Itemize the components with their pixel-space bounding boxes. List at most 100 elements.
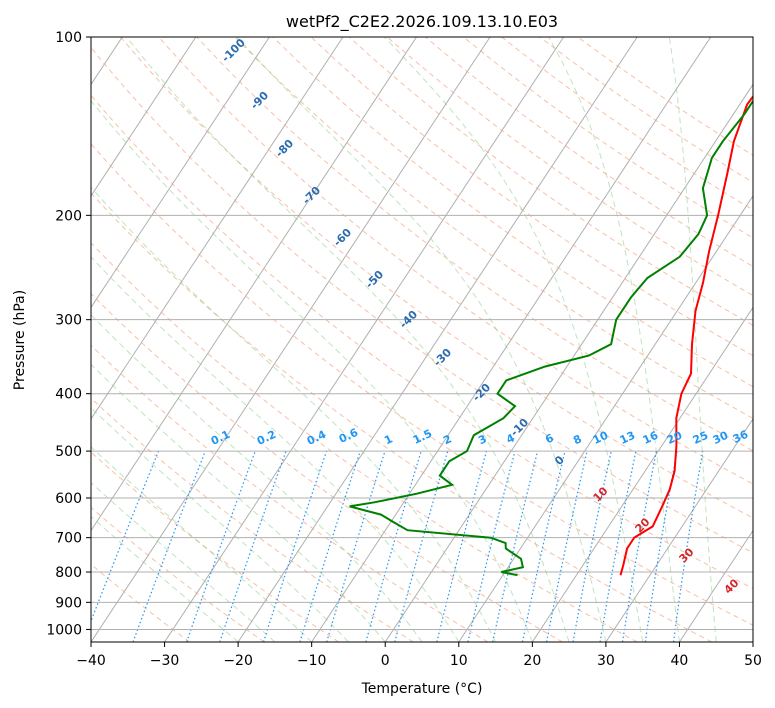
mixing-ratio-label: 0.4 bbox=[305, 428, 328, 448]
mixing-ratio-line bbox=[219, 450, 287, 642]
y-tick-label: 300 bbox=[55, 313, 82, 329]
mixing-ratio-label: 0.1 bbox=[209, 428, 232, 448]
adiabat-label: -100 bbox=[219, 36, 248, 65]
y-tick-label: 500 bbox=[55, 444, 82, 460]
y-tick-label: 900 bbox=[55, 595, 82, 611]
isotherm-line bbox=[91, 37, 270, 309]
moist-adiabat-line bbox=[91, 515, 239, 642]
adiabat-label: -30 bbox=[431, 346, 454, 369]
isotherm-line bbox=[752, 641, 753, 642]
moist-adiabat-line bbox=[91, 314, 423, 642]
isotherm-line bbox=[91, 37, 344, 420]
y-tick-label: 400 bbox=[55, 387, 82, 403]
mixing-ratio-line bbox=[186, 450, 256, 642]
chart-title: wetPf2_C2E2.2026.109.13.10.E03 bbox=[286, 12, 558, 32]
y-axis-ticks: 100 200 300 400 500 600 700 800 900 1000 bbox=[46, 30, 91, 638]
isotherm-line bbox=[237, 37, 638, 642]
adiabat-label: -70 bbox=[300, 184, 323, 207]
moist-adiabat-line bbox=[384, 37, 644, 642]
isotherm-line bbox=[164, 37, 565, 642]
moist-adiabat-line bbox=[91, 256, 460, 642]
dry-adiabat-line bbox=[91, 94, 753, 590]
x-tick-label: −20 bbox=[223, 653, 253, 669]
moist-adiabat-line bbox=[91, 407, 349, 642]
mixing-ratio-line bbox=[492, 450, 539, 642]
isotherm-line bbox=[91, 37, 417, 532]
dry-adiabat-line bbox=[272, 37, 753, 388]
plot-frame bbox=[90, 36, 754, 643]
dry-adiabat-line bbox=[91, 292, 563, 642]
adiabat-label: 30 bbox=[677, 545, 697, 565]
x-tick-label: −40 bbox=[76, 653, 106, 669]
dry-adiabat-line bbox=[310, 37, 753, 357]
dry-adiabat-line bbox=[91, 451, 340, 642]
x-tick-label: 10 bbox=[450, 653, 468, 669]
mixing-ratio-label: 13 bbox=[618, 429, 637, 447]
adiabat-label: -20 bbox=[470, 381, 493, 404]
y-tick-label: 700 bbox=[55, 531, 82, 547]
dewpoint-profile-line bbox=[349, 99, 753, 577]
mixing-ratio-line bbox=[262, 450, 328, 642]
dry-adiabat-line bbox=[91, 143, 753, 626]
mixing-ratio-label: 1 bbox=[382, 432, 394, 447]
mixing-ratio-line bbox=[394, 450, 449, 642]
mixing-ratio-label: 16 bbox=[641, 429, 661, 447]
y-tick-label: 600 bbox=[55, 491, 82, 507]
mixing-ratio-line bbox=[326, 450, 386, 642]
y-tick-label: 1000 bbox=[46, 622, 82, 638]
mixing-ratio-label: 10 bbox=[591, 429, 611, 447]
isotherm-line bbox=[458, 195, 753, 642]
isotherm-line bbox=[384, 83, 753, 642]
mixing-ratio-line bbox=[365, 450, 422, 642]
x-tick-label: 20 bbox=[523, 653, 541, 669]
dry-adiabat-line bbox=[91, 242, 638, 642]
dry-adiabat-line bbox=[91, 563, 190, 642]
y-axis-label: Pressure (hPa) bbox=[12, 290, 28, 390]
mixing-ratio-label: 30 bbox=[711, 429, 731, 447]
x-tick-label: 0 bbox=[381, 653, 390, 669]
x-tick-label: −30 bbox=[150, 653, 180, 669]
moist-adiabat-line bbox=[91, 363, 386, 642]
x-tick-label: 40 bbox=[671, 653, 689, 669]
moist-adiabat-line bbox=[91, 100, 533, 642]
adiabat-label: -40 bbox=[397, 308, 420, 331]
dry-adiabat-line bbox=[158, 37, 753, 485]
y-tick-label: 800 bbox=[55, 565, 82, 581]
moist-adiabat-line bbox=[548, 37, 680, 642]
mixing-ratio-line bbox=[436, 450, 488, 642]
mixing-ratio-label: 8 bbox=[571, 432, 583, 447]
adiabat-label: 0 bbox=[552, 453, 567, 468]
dry-adiabat-line bbox=[425, 37, 753, 268]
mixing-ratio-label: 20 bbox=[665, 429, 685, 447]
adiabat-label: 40 bbox=[722, 576, 742, 596]
mixing-ratio-label: 25 bbox=[691, 429, 710, 447]
mixing-ratio-label: 2 bbox=[441, 432, 453, 447]
moist-adiabat-line bbox=[91, 446, 313, 642]
x-axis-label: Temperature (°C) bbox=[361, 681, 483, 697]
moist-adiabat-line bbox=[668, 37, 717, 642]
mixing-ratio-line bbox=[91, 450, 160, 623]
dry-adiabat-line bbox=[234, 37, 753, 419]
x-axis-ticks: −40 −30 −20 −10 0 10 20 30 40 50 bbox=[76, 642, 762, 669]
adiabat-label: 20 bbox=[633, 515, 653, 535]
dry-adiabat-line bbox=[91, 192, 713, 642]
y-tick-label: 100 bbox=[55, 30, 82, 46]
dry-adiabat-line bbox=[386, 37, 753, 297]
mixing-ratio-line bbox=[546, 450, 588, 642]
mixing-ratio-label: 3 bbox=[476, 432, 488, 447]
isotherm-line bbox=[531, 306, 753, 642]
x-tick-label: 30 bbox=[597, 653, 615, 669]
data-series bbox=[349, 94, 753, 577]
isotherm-line bbox=[91, 37, 491, 642]
dry-adiabat-line bbox=[120, 37, 753, 519]
mixing-ratio-line bbox=[132, 450, 206, 642]
mixing-ratio-line bbox=[299, 450, 361, 642]
moist-adiabat-line bbox=[91, 482, 276, 642]
moist-adiabat-line bbox=[236, 37, 607, 642]
mixing-ratio-line bbox=[672, 450, 704, 642]
moist-adiabat-line bbox=[126, 37, 570, 642]
adiabat-label: 10 bbox=[591, 484, 611, 504]
x-tick-label: 50 bbox=[744, 653, 762, 669]
mixing-ratio-label: 1.5 bbox=[411, 427, 434, 447]
